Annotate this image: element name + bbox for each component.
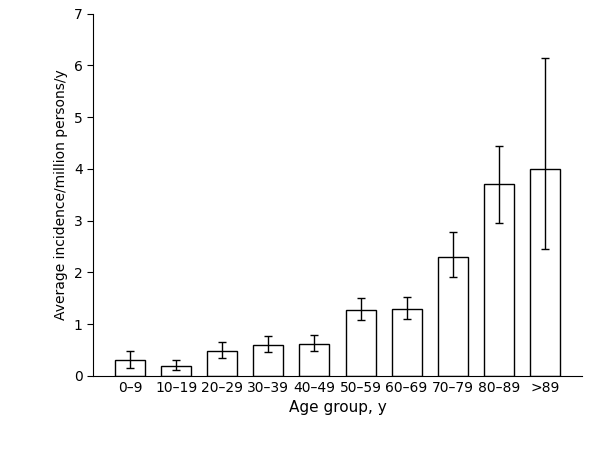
Bar <box>392 308 422 376</box>
Bar <box>299 344 329 376</box>
Bar <box>346 310 376 376</box>
Bar <box>115 361 145 376</box>
Y-axis label: Average incidence/million persons/y: Average incidence/million persons/y <box>54 69 68 320</box>
Bar <box>208 351 238 376</box>
Bar <box>530 169 560 376</box>
X-axis label: Age group, y: Age group, y <box>289 400 386 415</box>
Bar <box>253 345 283 376</box>
Bar <box>161 366 191 376</box>
Bar <box>437 257 467 376</box>
Bar <box>484 184 514 376</box>
